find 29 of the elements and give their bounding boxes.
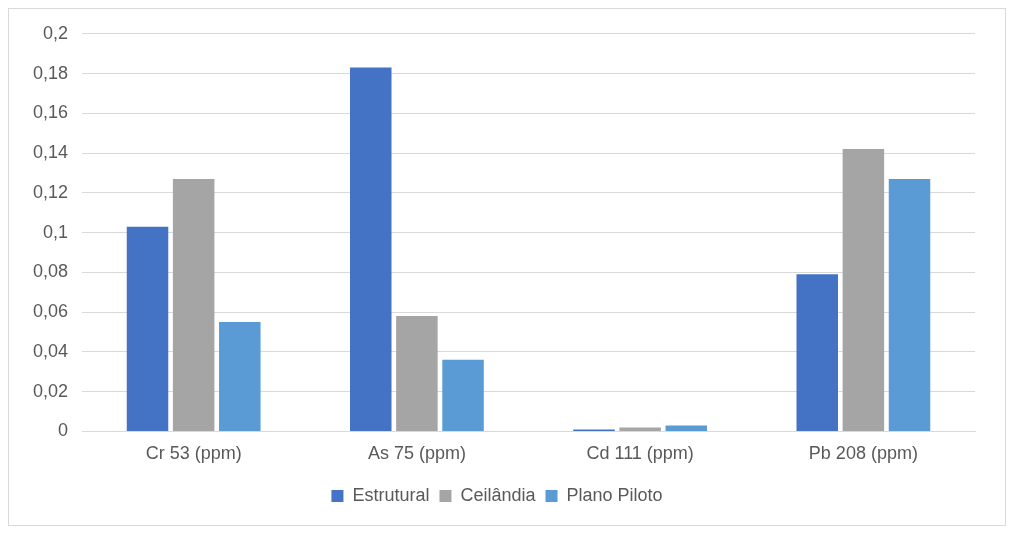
y-tick-label: 0,1 (43, 221, 69, 242)
legend-label: Estrutural (352, 484, 430, 505)
legend-label: Plano Piloto (566, 484, 663, 505)
bar (219, 322, 261, 431)
bar (888, 178, 931, 431)
bar (842, 149, 885, 431)
x-tick-label: Pb 208 (ppm) (808, 443, 918, 464)
bar (442, 359, 484, 431)
bar (619, 427, 661, 431)
x-tick-label: Cd 111 (ppm) (586, 443, 694, 464)
y-tick-label: 0,12 (32, 181, 69, 202)
y-tick-label: 0,04 (32, 340, 69, 361)
y-tick-label: 0,14 (32, 142, 69, 163)
bar (665, 425, 708, 431)
legend-label: Ceilândia (460, 484, 537, 505)
bar (126, 226, 169, 431)
bar (350, 67, 392, 431)
x-tick-label: As 75 (ppm) (367, 443, 466, 464)
y-tick-label: 0,2 (43, 22, 69, 43)
y-tick-label: 0,18 (32, 62, 69, 83)
bar (396, 316, 438, 431)
y-tick-label: 0 (58, 420, 69, 441)
y-tick-label: 0,06 (32, 301, 69, 322)
y-tick-label: 0,02 (32, 380, 69, 401)
y-tick-label: 0,16 (32, 102, 69, 123)
x-tick-label: Cr 53 (ppm) (145, 443, 242, 464)
bar (796, 274, 838, 431)
bar (172, 178, 215, 431)
y-tick-label: 0,08 (32, 261, 69, 282)
